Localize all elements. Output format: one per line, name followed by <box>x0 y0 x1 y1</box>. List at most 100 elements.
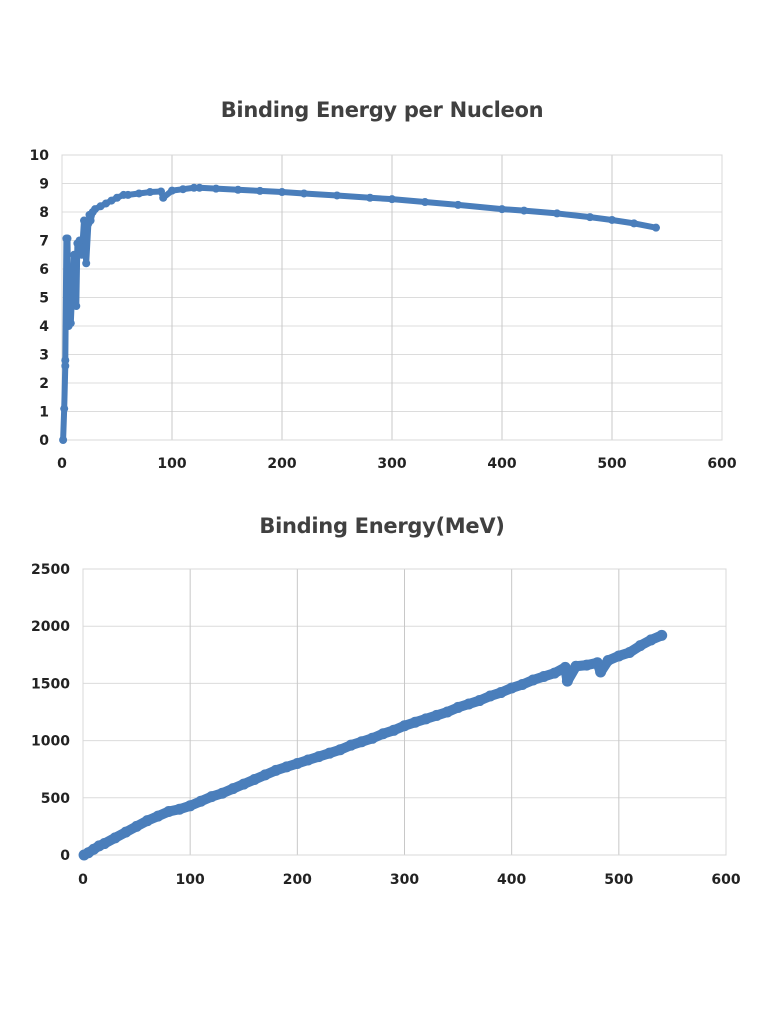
y-tick-label: 2 <box>39 376 49 392</box>
data-point <box>159 193 168 202</box>
data-point <box>120 826 132 838</box>
chart-title: Binding Energy(MeV) <box>259 514 505 538</box>
data-point <box>70 250 79 259</box>
data-point <box>157 187 165 196</box>
data-point <box>75 236 84 245</box>
data-point <box>591 657 603 669</box>
x-tick-label: 500 <box>597 456 626 472</box>
data-point <box>141 815 153 827</box>
plot-border <box>61 154 723 441</box>
plot-border <box>82 568 727 856</box>
data-point <box>366 193 374 202</box>
x-tick-label: 500 <box>604 872 633 888</box>
data-point <box>190 183 198 192</box>
data-point <box>109 832 121 844</box>
data-point <box>146 188 154 197</box>
data-point <box>454 200 462 209</box>
data-point <box>195 795 207 807</box>
data-point <box>399 720 410 732</box>
y-tick-label: 5 <box>39 291 49 307</box>
x-tick-label: 0 <box>57 456 67 472</box>
x-tick-label: 100 <box>157 456 186 472</box>
y-tick-label: 4 <box>39 319 49 335</box>
data-point <box>216 787 228 799</box>
chart-title: Binding Energy per Nucleon <box>220 98 544 122</box>
data-point <box>72 302 81 311</box>
data-point <box>212 184 220 193</box>
x-tick-label: 600 <box>711 872 740 888</box>
data-point <box>227 783 239 795</box>
y-tick-label: 1500 <box>31 676 70 692</box>
data-point <box>86 216 95 225</box>
data-point <box>113 193 121 202</box>
data-point <box>67 293 76 302</box>
y-tick-label: 10 <box>30 148 50 164</box>
series-line <box>60 184 657 441</box>
data-point <box>452 701 464 713</box>
data-point <box>345 739 357 751</box>
data-point <box>538 671 550 683</box>
data-point <box>559 661 571 673</box>
data-point <box>333 191 341 200</box>
data-point <box>377 728 389 740</box>
data-point <box>259 769 271 781</box>
data-point <box>431 709 443 721</box>
data-point <box>82 259 91 268</box>
data-point <box>248 773 260 785</box>
y-tick-label: 3 <box>39 348 49 364</box>
y-tick-label: 2000 <box>31 619 70 635</box>
data-point <box>173 803 185 815</box>
y-tick-label: 1 <box>39 405 49 421</box>
data-point <box>634 640 646 652</box>
data-point <box>302 754 314 766</box>
data-point <box>69 284 77 293</box>
data-point <box>388 724 400 736</box>
x-tick-label: 100 <box>176 872 205 888</box>
data-point <box>281 761 293 773</box>
data-point <box>595 666 607 678</box>
data-point <box>484 690 496 702</box>
data-point <box>179 185 187 194</box>
data-point <box>388 195 396 204</box>
data-point <box>463 698 475 710</box>
data-point <box>278 188 286 197</box>
data-point <box>61 361 70 370</box>
data-point <box>323 747 335 759</box>
y-tick-label: 9 <box>39 177 49 193</box>
data-point <box>65 276 74 285</box>
data-point <box>624 647 636 659</box>
data-point <box>652 223 660 232</box>
data-point <box>421 198 429 207</box>
y-tick-label: 1000 <box>31 734 70 750</box>
data-point <box>420 713 432 725</box>
data-point <box>77 250 86 259</box>
data-point <box>59 436 68 444</box>
data-point <box>168 186 176 195</box>
data-point <box>549 667 561 679</box>
data-point <box>645 634 657 646</box>
x-tick-label: 200 <box>283 872 312 888</box>
data-point <box>238 778 250 790</box>
data-point <box>561 675 573 687</box>
data-point <box>495 687 507 699</box>
data-point <box>256 186 264 195</box>
data-point <box>163 806 175 818</box>
y-tick-label: 6 <box>39 262 49 278</box>
data-point <box>441 706 453 718</box>
data-point <box>630 219 638 228</box>
y-tick-label: 2500 <box>31 562 70 578</box>
x-tick-label: 300 <box>390 872 419 888</box>
data-point <box>124 190 132 199</box>
x-tick-label: 400 <box>497 872 526 888</box>
data-point <box>506 682 518 694</box>
data-point <box>581 659 593 671</box>
data-point <box>366 732 378 744</box>
data-point <box>570 660 582 672</box>
chart-binding-energy-per-nucleon: Binding Energy per Nucleon 0 1 2 3 4 5 6 7 8 9 10 0… <box>20 90 744 480</box>
x-tick-label: 0 <box>78 872 88 888</box>
y-tick-label: 8 <box>39 205 49 221</box>
plot-area: 0 500 1000 1500 2000 2500 0 100 200 300 400 500 600 <box>31 562 741 888</box>
data-point <box>608 215 616 224</box>
data-point <box>498 205 506 214</box>
